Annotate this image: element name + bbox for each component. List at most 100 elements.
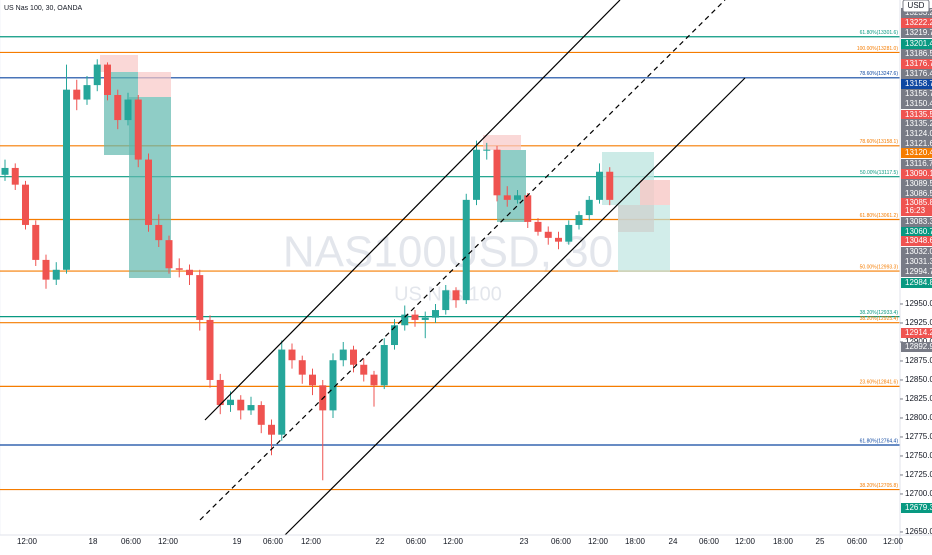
price-tag (901, 148, 932, 158)
candle-body (473, 149, 480, 200)
price-tag-label: 13156.7 (905, 89, 932, 98)
candle-body (124, 99, 132, 121)
candle-body (11, 167, 19, 185)
time-label: 06:00 (263, 537, 284, 546)
candle-body (298, 360, 306, 375)
price-tag-label: 12984.8 (905, 278, 932, 287)
candle-body (22, 184, 29, 225)
time-label: 24 (669, 537, 678, 546)
price-tag (901, 129, 932, 139)
price-tag (901, 198, 932, 208)
candle-body (186, 269, 193, 276)
time-label: 12:00 (17, 537, 38, 546)
candle-body (268, 424, 275, 435)
candle-body (452, 290, 460, 301)
time-label: 18:00 (773, 537, 794, 546)
candle-body (596, 171, 603, 200)
price-tag-label: 13090.1 (905, 169, 932, 178)
price-tag (901, 278, 932, 288)
y-tick-label: 12875.0 (905, 356, 932, 365)
level-label: 61.80%(13061.2) (860, 213, 899, 219)
candle-body (555, 237, 562, 242)
y-tick-label: 12900.0 (905, 337, 932, 346)
y-tick-label: 12775.0 (905, 432, 932, 441)
price-tag (901, 119, 932, 129)
price-tag-label: 16:23 (905, 206, 926, 215)
level-label: 23.60%(12841.6) (860, 380, 899, 386)
price-tag-label: 13135.2 (905, 119, 932, 128)
price-tag (901, 189, 932, 199)
price-tag-label: 12892.9 (905, 342, 932, 351)
time-label: 18 (89, 537, 98, 546)
time-label: 22 (376, 537, 385, 546)
price-tag-label: 13135.5 (905, 110, 932, 119)
candle-body (503, 195, 511, 200)
price-tag-label: 13060.7 (905, 227, 932, 236)
price-tag-label: 13222.2 (905, 18, 932, 27)
time-label: 12:00 (301, 537, 322, 546)
candle-body (93, 64, 101, 86)
price-tag-label: 12994.7 (905, 267, 932, 276)
time-label: 12:00 (588, 537, 609, 546)
price-tag (901, 179, 932, 189)
candle-body (493, 149, 501, 196)
y-tick-label: 12750.0 (905, 451, 932, 460)
candle-body (329, 360, 337, 411)
price-tag-label: 13176.7 (905, 59, 932, 68)
price-tag (901, 236, 932, 246)
time-label: 06:00 (847, 537, 868, 546)
currency[interactable]: USD (908, 1, 925, 10)
price-tag-label: 13201.4 (905, 39, 932, 48)
candle-body (257, 405, 265, 425)
price-tag (901, 342, 932, 352)
watermark: NAS100USD, 30 (283, 228, 613, 277)
price-tag (901, 227, 932, 237)
level-label: 38.20%(12933.4) (860, 310, 899, 316)
price-tag (901, 18, 932, 28)
price-tag-label: 13121.6 (905, 139, 932, 148)
candle-body (145, 159, 152, 225)
candle-body (534, 221, 542, 232)
candle-body (73, 89, 81, 100)
price-tag (901, 79, 932, 89)
y-tick-label: 12725.0 (905, 470, 932, 479)
level-label: 78.60%(13247.6) (860, 71, 899, 77)
y-tick-label: 12825.0 (905, 394, 932, 403)
candle-body (42, 259, 50, 280)
price-tag (901, 139, 932, 149)
price-tag-label: 13089.5 (905, 179, 932, 188)
price-tag-label: 13233.2 (905, 8, 932, 17)
currency-button[interactable] (902, 0, 930, 13)
candle-body (196, 275, 204, 320)
price-tag (901, 267, 932, 277)
time-label: 06:00 (551, 537, 572, 546)
candle-body (104, 64, 111, 95)
candle-body (32, 224, 40, 260)
time-label: 06:00 (121, 537, 142, 546)
price-tag-label: 13031.3 (905, 257, 932, 266)
price-tag-label: 13150.4 (905, 99, 932, 108)
time-label: 18:00 (625, 537, 646, 546)
time-label: 12:00 (443, 537, 464, 546)
candle-body (134, 99, 142, 160)
price-tag (901, 89, 932, 99)
level-label: 50.00%(13117.5) (860, 170, 898, 176)
candle-body (278, 349, 286, 435)
candle-body (63, 89, 70, 270)
y-tick-label: 12700.0 (905, 489, 932, 498)
candle-body (83, 85, 91, 100)
price-tag (901, 49, 932, 59)
candle-body (227, 399, 234, 406)
time-label: 06:00 (406, 537, 427, 546)
price-tag (901, 110, 932, 120)
candle-body (606, 171, 614, 200)
price-tag (901, 217, 932, 227)
candle-body (216, 379, 224, 406)
price-tag-label: 12679.3 (905, 503, 932, 512)
price-tag (901, 39, 932, 49)
candle-body (544, 231, 552, 238)
y-tick-label: 12800.0 (905, 413, 932, 422)
level-label: 50.00%(12993.3) (860, 264, 899, 270)
candle-body (206, 319, 214, 380)
price-tag-label: 13219.7 (905, 28, 932, 37)
